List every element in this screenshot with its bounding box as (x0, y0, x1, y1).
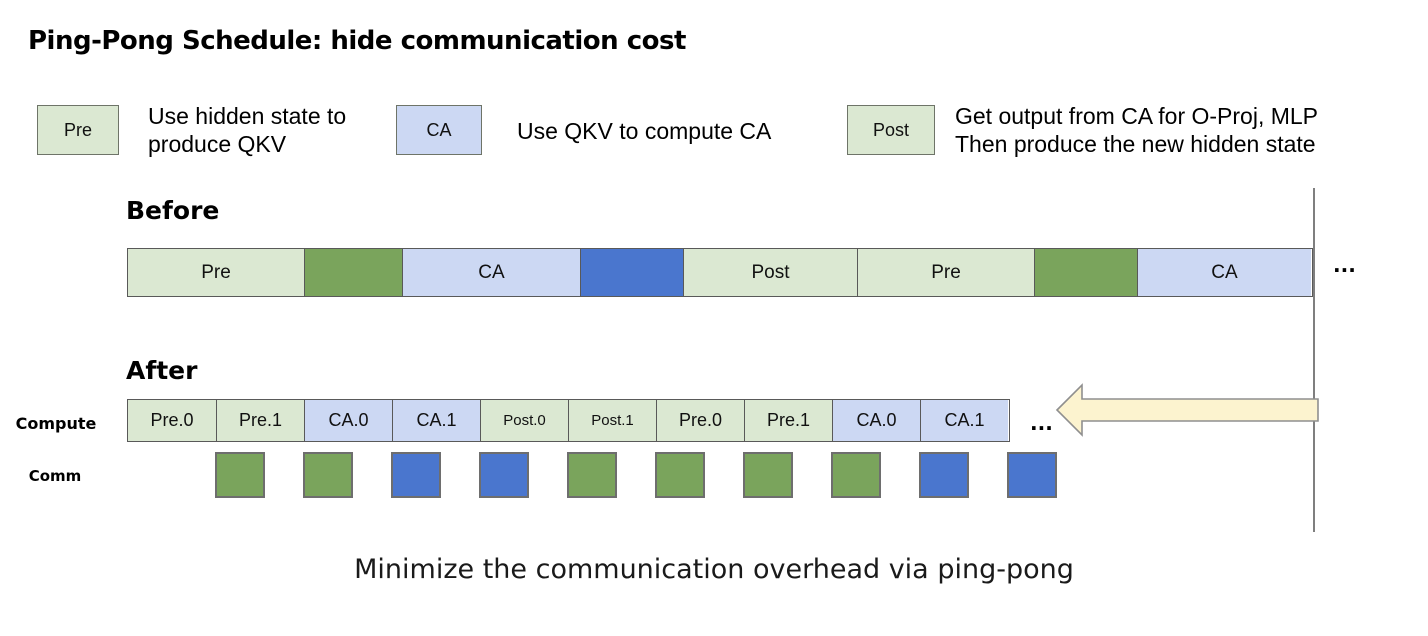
legend-box-ca-label: CA (426, 119, 452, 140)
compute-cell-ca.1: CA.1 (392, 400, 480, 441)
legend-desc-post-line2: Then produce the new hidden state (955, 131, 1316, 157)
compute-cell-label: CA.1 (944, 410, 985, 430)
comm-block-blue (391, 452, 441, 498)
compute-cell-label: Post.1 (591, 412, 634, 429)
comm-block-green (743, 452, 793, 498)
before-segment-label: Pre (931, 261, 961, 283)
slide-title: Ping-Pong Schedule: hide communication c… (28, 26, 686, 56)
compute-cell-pre.1: Pre.1 (744, 400, 832, 441)
before-segment-ca: CA (1137, 249, 1311, 296)
legend-desc-pre-line2: produce QKV (148, 131, 287, 157)
comm-block-blue (1007, 452, 1057, 498)
before-segment-ca: CA (402, 249, 580, 296)
compute-cell-ca.0: CA.0 (832, 400, 920, 441)
comm-block-green (567, 452, 617, 498)
before-segment-green-comm (1034, 249, 1137, 296)
legend-box-ca: CA (396, 105, 482, 155)
compute-cell-label: Post.0 (503, 412, 546, 429)
compute-cell-pre.0: Pre.0 (128, 400, 216, 441)
legend-desc-ca: Use QKV to compute CA (517, 117, 771, 145)
compute-row-label: Compute (15, 414, 97, 433)
legend-desc-post: Get output from CA for O-Proj, MLP Then … (955, 102, 1318, 158)
legend-desc-pre-line1: Use hidden state to (148, 103, 347, 129)
legend-desc-post-line1: Get output from CA for O-Proj, MLP (955, 103, 1319, 129)
compute-cell-pre.0: Pre.0 (656, 400, 744, 441)
comm-block-green (831, 452, 881, 498)
comm-block-green (215, 452, 265, 498)
legend-box-pre-label: Pre (63, 119, 92, 140)
bottom-caption: Minimize the communication overhead via … (354, 554, 1074, 585)
before-segment-post: Post (683, 249, 857, 296)
before-segment-label: CA (1211, 261, 1238, 283)
before-heading: Before (126, 196, 220, 225)
comm-block-blue (479, 452, 529, 498)
compute-cell-ca.1: CA.1 (920, 400, 1008, 441)
compute-ellipsis: ... (1030, 411, 1053, 435)
legend-box-pre: Pre (37, 105, 119, 155)
compute-cell-label: Pre.0 (150, 410, 194, 430)
legend-desc-ca-line1: Use QKV to compute CA (517, 118, 772, 144)
before-segment-pre: Pre (128, 249, 304, 296)
vertical-divider-line (1313, 188, 1315, 532)
compute-cell-label: CA.0 (856, 410, 897, 430)
compute-cell-label: CA.1 (416, 410, 457, 430)
before-segment-blue-comm (580, 249, 683, 296)
before-timeline: Pre CA Post Pre CA (127, 248, 1313, 297)
legend-box-post: Post (847, 105, 935, 155)
before-segment-label: Pre (201, 261, 231, 283)
comm-block-green (303, 452, 353, 498)
before-ellipsis: ... (1333, 253, 1356, 277)
compute-cell-post.1: Post.1 (568, 400, 656, 441)
compute-cell-ca.0: CA.0 (304, 400, 392, 441)
compute-cell-label: CA.0 (328, 410, 369, 430)
legend-box-post-label: Post (872, 119, 910, 140)
before-segment-label: CA (478, 261, 505, 283)
comm-block-blue (919, 452, 969, 498)
comm-row-label: Comm (28, 467, 82, 485)
after-heading: After (126, 356, 198, 385)
compute-cell-label: Pre.1 (766, 410, 811, 430)
compute-cell-post.0: Post.0 (480, 400, 568, 441)
before-segment-label: Post (751, 261, 790, 283)
compute-cell-label: Pre.0 (678, 410, 723, 430)
left-block-arrow-icon (1055, 383, 1319, 437)
compute-cell-label: Pre.1 (238, 410, 283, 430)
before-segment-green-comm (304, 249, 402, 296)
legend-desc-pre: Use hidden state to produce QKV (148, 102, 346, 158)
compute-timeline: Pre.0 Pre.1 CA.0 CA.1 Post.0 Post.1 Pre.0 Pre.1… (127, 399, 1010, 442)
comm-block-green (655, 452, 705, 498)
compute-cell-pre.1: Pre.1 (216, 400, 304, 441)
before-segment-pre: Pre (857, 249, 1034, 296)
